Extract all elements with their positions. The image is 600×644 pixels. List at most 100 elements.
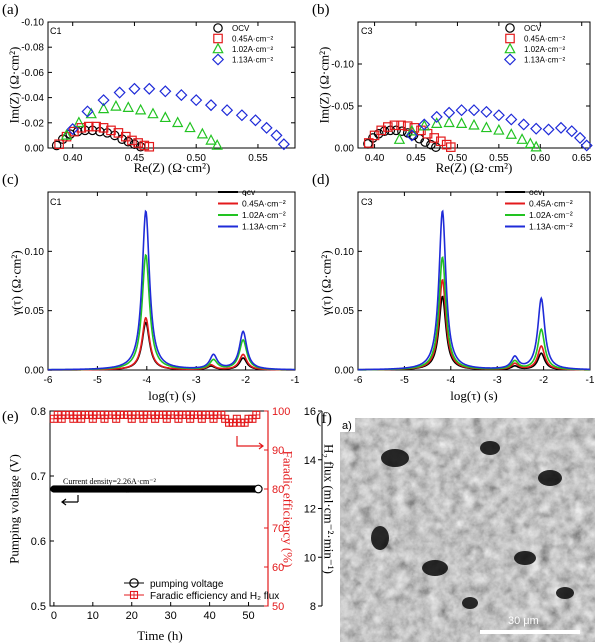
chart-b-nyquist-c3: 0.40 0.45 0.50 0.55 0.60 0.65 -0.10 -0.05 0.00 (b… (312, 2, 593, 175)
y-tick-label-left: 0.8 (31, 406, 46, 418)
series-line-1.02A·cm⁻² (48, 253, 295, 371)
series-1.13A·cm⁻² (66, 82, 290, 151)
data-point (492, 109, 505, 122)
data-point (81, 105, 94, 118)
legend-swatch (505, 33, 515, 44)
y-tick-label: -0.10 (21, 18, 44, 29)
series-1.13A·cm⁻² (405, 104, 593, 152)
legend-swatch (213, 33, 223, 44)
panel-label: (c) (2, 172, 19, 188)
data-point (363, 138, 374, 148)
x-tick-label: -1 (291, 375, 300, 386)
x-axis-title: log(τ) (s) (148, 388, 195, 403)
y-tick-label: 0.10 (25, 247, 45, 258)
data-point (97, 94, 110, 107)
x-tick-label: -2 (241, 375, 250, 386)
series-line-ocv (48, 321, 295, 371)
x-tick-label: 50 (242, 610, 254, 622)
data-point (443, 106, 456, 119)
data-point (110, 99, 122, 111)
data-point (134, 103, 147, 115)
y-tick-label: -0.08 (21, 43, 44, 54)
data-point (396, 120, 406, 131)
legend-label: ocv (529, 187, 543, 197)
y-tick-label: 0.00 (335, 366, 355, 377)
data-point (363, 139, 373, 149)
y-tick-label: 0.00 (335, 144, 355, 155)
data-point (54, 139, 64, 150)
y-tick-label-right2: 12 (304, 504, 316, 516)
data-point (144, 141, 155, 152)
y-tick-label-right2: 8 (310, 601, 316, 613)
legend: OCV 0.45A·cm⁻²1.02A·cm⁻² 1.13A·cm⁻² (211, 23, 273, 66)
data-point (184, 121, 196, 133)
y-tick-label: -0.02 (21, 118, 44, 129)
data-point (171, 116, 184, 128)
series-line-1.13A·cm⁻² (48, 209, 296, 371)
y-axis-title: Im(Z) (Ω·cm²) (316, 47, 331, 124)
y-tick-label-right1: 60 (272, 562, 284, 574)
y-tick-label: 0.00 (25, 366, 45, 377)
legend: OCV 0.45A·cm⁻²1.02A·cm⁻² 1.13A·cm⁻² (503, 23, 565, 66)
legend-label: pumping voltage (150, 579, 224, 590)
legend-label: 1.02A·cm⁻² (529, 210, 573, 220)
x-tick-label: 0.65 (572, 153, 592, 164)
data-point (517, 118, 530, 131)
data-point (128, 82, 141, 95)
x-tick-label: 10 (87, 610, 99, 622)
panel-label: (b) (312, 2, 330, 18)
x-tick-label: 0.40 (63, 153, 83, 164)
data-point (393, 133, 406, 144)
y-tick-label-right2: 10 (304, 552, 316, 564)
data-point (159, 85, 172, 98)
data-point (376, 125, 386, 136)
series-0.45A·cm⁻² (363, 120, 456, 152)
legend-swatch (504, 42, 516, 54)
data-point (430, 110, 443, 123)
data-point (127, 135, 137, 146)
chart-c-drt-c1: -6 -5 -4 -3 -2 -1 0.00 0.05 0.10 (c) C1 log(τ) (s) γ… (2, 172, 300, 403)
data-point (431, 142, 441, 152)
x-tick-label: -1 (586, 375, 595, 386)
x-tick-label: -5 (400, 375, 409, 386)
data-point (455, 117, 468, 128)
x-tick-label: 0.45 (406, 153, 426, 164)
data-point (106, 125, 116, 136)
series-line-1.02A·cm⁻² (357, 256, 591, 371)
series-1.02A·cm⁻² (393, 116, 542, 152)
data-point (406, 124, 418, 136)
x-tick-label: -3 (493, 375, 502, 386)
chart-e-stability-test: (e) 0 10 20 30 40 50 0.5 0.6 0.7 0.8 50 60 70 80 90 100 8… (2, 406, 336, 643)
y-tick-label: 0.10 (335, 247, 355, 258)
x-tick-label: -2 (539, 375, 548, 386)
legend-label: 0.45A·cm⁻² (529, 199, 573, 209)
x-tick-label: 0.55 (248, 153, 268, 164)
data-point (252, 410, 261, 419)
sem-pores (371, 441, 574, 609)
x-tick-label: 0.45 (125, 153, 145, 164)
legend-label: OCV (524, 24, 542, 33)
y-tick-label: 0.05 (335, 306, 355, 317)
data-point (443, 116, 455, 128)
legend-swatch (211, 53, 225, 66)
data-point (147, 107, 159, 119)
data-point (143, 82, 156, 95)
series-line-ocv (358, 295, 590, 371)
data-point (98, 123, 109, 133)
y-axis-title: γ(τ) (Ω·cm²) (318, 250, 333, 316)
data-point (139, 140, 150, 151)
data-point (426, 139, 436, 150)
y-tick-label: -0.10 (331, 60, 354, 71)
arrow-right-axis (236, 436, 264, 450)
data-point (122, 101, 134, 112)
data-point (554, 121, 568, 134)
data-point (61, 131, 72, 142)
sem-corner-box (340, 418, 355, 432)
data-point (270, 129, 283, 142)
legend-swatch (213, 23, 223, 33)
data-point (91, 121, 101, 132)
data-point (565, 125, 578, 138)
plot-frame (49, 410, 269, 607)
